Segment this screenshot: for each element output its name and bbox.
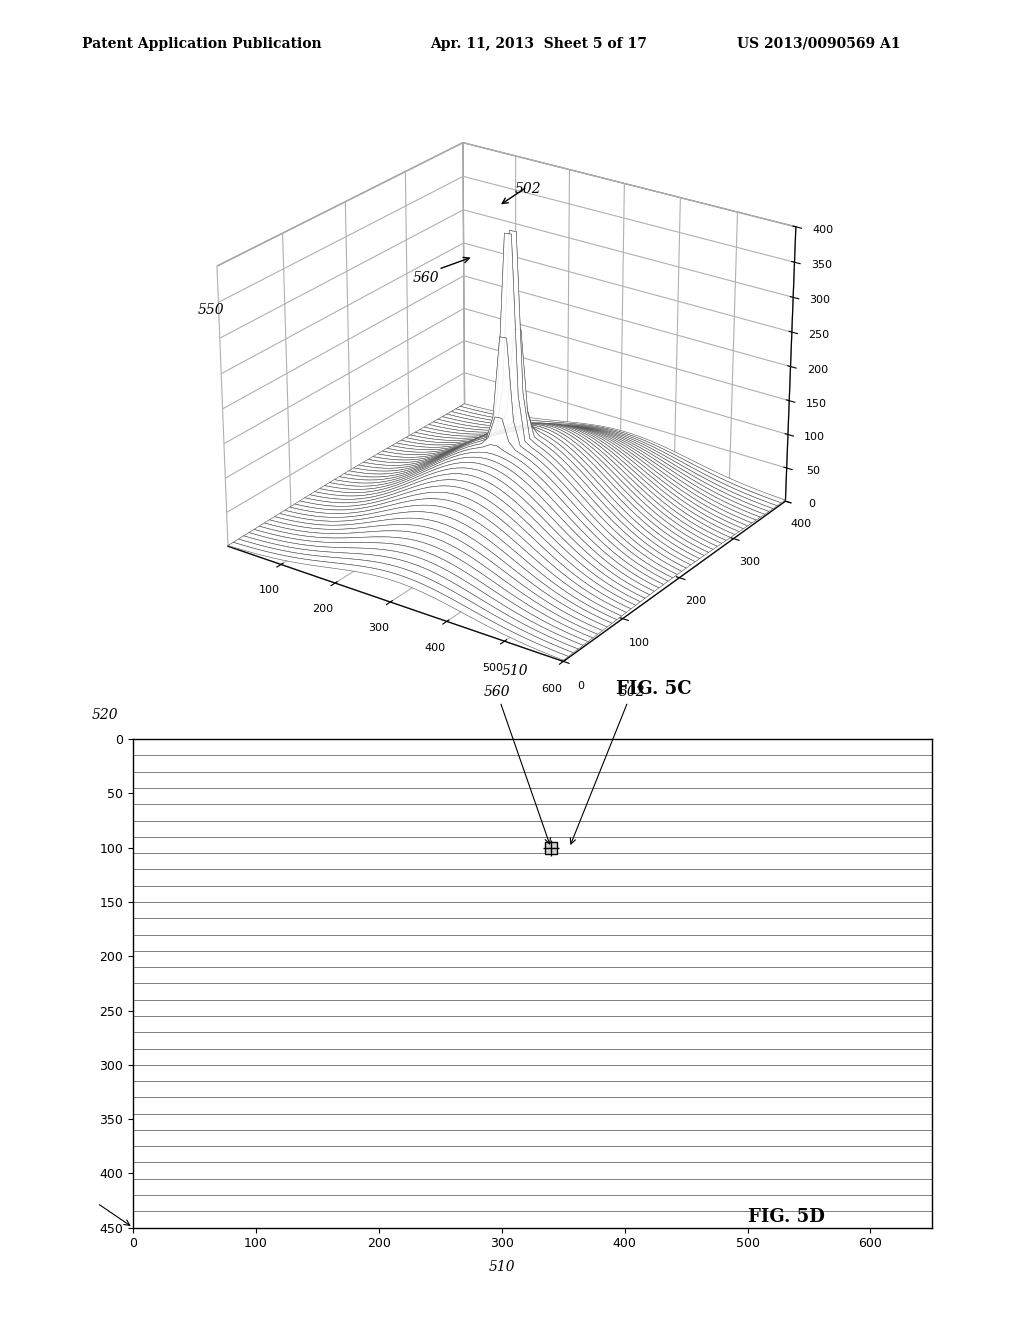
Text: 510: 510: [502, 664, 528, 677]
Text: Apr. 11, 2013  Sheet 5 of 17: Apr. 11, 2013 Sheet 5 of 17: [430, 37, 647, 51]
Text: 502: 502: [514, 182, 541, 197]
Text: 550: 550: [198, 302, 224, 317]
Text: 520: 520: [92, 709, 119, 722]
Text: 510: 510: [488, 1261, 515, 1274]
Text: 560: 560: [483, 685, 550, 843]
Text: 560: 560: [413, 271, 439, 285]
Text: US 2013/0090569 A1: US 2013/0090569 A1: [737, 37, 901, 51]
Text: FIG. 5D: FIG. 5D: [748, 1208, 824, 1226]
Text: 502: 502: [570, 685, 645, 843]
Text: Patent Application Publication: Patent Application Publication: [82, 37, 322, 51]
Text: FIG. 5C: FIG. 5C: [615, 680, 691, 698]
